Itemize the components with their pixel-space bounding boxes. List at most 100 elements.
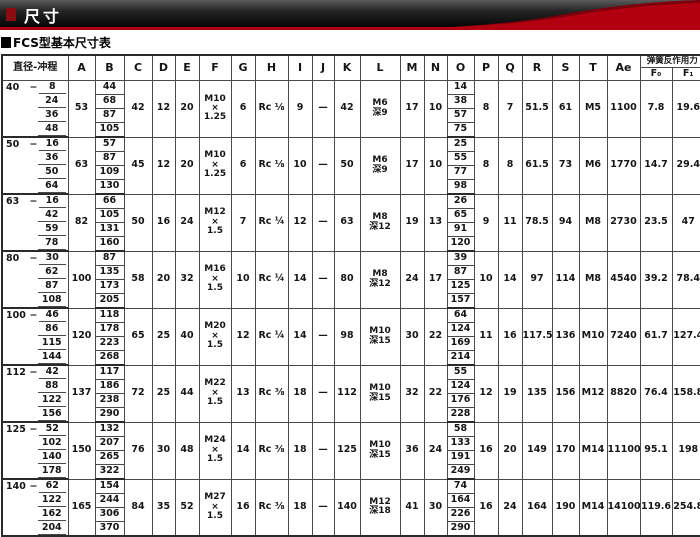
stroke-value: 140 xyxy=(38,451,66,464)
cell-B: 117 xyxy=(94,364,125,380)
diameter-stroke-cell: 48 xyxy=(1,122,69,138)
cell-F: M10 × 1.25 xyxy=(198,80,232,138)
column-header: Ae xyxy=(606,54,641,81)
cell-I: 12 xyxy=(287,193,313,252)
column-header: G xyxy=(230,54,256,81)
column-header: H xyxy=(254,54,289,81)
diameter-stroke-cell: 108 xyxy=(1,293,69,309)
cell-T: M10 xyxy=(578,307,608,366)
cell-B: 290 xyxy=(94,407,125,423)
cell-P: 16 xyxy=(473,478,499,537)
table-row: 125−52 150 132 76 30 48 M24 × 1.5 14 Rc ⅜ 18—125 M… xyxy=(1,421,700,480)
cell-O: 157 xyxy=(446,293,475,309)
cell-J: — xyxy=(311,80,335,138)
cell-O: 38 xyxy=(446,94,475,109)
cell-A: 53 xyxy=(67,80,96,138)
diameter-stroke-cell: 80−30 xyxy=(1,251,69,266)
diameter-stroke-cell: 178 xyxy=(1,464,69,480)
cell-O: 249 xyxy=(446,464,475,480)
diameter-stroke-cell: 88 xyxy=(1,379,69,394)
cell-F1: 158.8 xyxy=(671,364,700,423)
stroke-value: 36 xyxy=(38,152,66,165)
cell-O: 75 xyxy=(446,122,475,138)
cell-O: 169 xyxy=(446,336,475,351)
stroke-value: 86 xyxy=(38,323,66,336)
cell-B: 130 xyxy=(94,179,125,195)
cell-H: Rc ⅜ xyxy=(254,364,289,423)
stroke-value: 78 xyxy=(38,237,66,250)
diameter-stroke-cell: 40−8 xyxy=(1,80,69,95)
cell-C: 58 xyxy=(123,250,153,309)
cell-I: 14 xyxy=(287,307,313,366)
diameter-stroke-row: 80−30 xyxy=(5,252,66,266)
cell-B: 178 xyxy=(94,322,125,337)
cell-H: Rc ⅛ xyxy=(254,136,289,195)
cell-G: 6 xyxy=(230,136,256,195)
cell-Ae: 4540 xyxy=(606,250,641,309)
cell-H: Rc ⅜ xyxy=(254,421,289,480)
stroke-value: 88 xyxy=(38,380,66,393)
cell-F0: 23.5 xyxy=(639,193,673,252)
cell-Q: 20 xyxy=(497,421,523,480)
cell-I: 18 xyxy=(287,364,313,423)
diameter-stroke-dash: − xyxy=(29,310,38,322)
cell-R: 78.5 xyxy=(521,193,553,252)
stroke-value: 178 xyxy=(38,465,66,478)
cell-O: 64 xyxy=(446,307,475,323)
diameter-stroke-row: 87 xyxy=(5,280,66,293)
cell-P: 10 xyxy=(473,250,499,309)
cell-H: Rc ¼ xyxy=(254,250,289,309)
diameter-value: 112 xyxy=(6,367,26,379)
diameter-stroke-cell: 87 xyxy=(1,279,69,294)
cell-O: 133 xyxy=(446,436,475,451)
cell-O: 176 xyxy=(446,393,475,408)
diameter-stroke-row: 59 xyxy=(5,223,66,236)
stroke-value: 36 xyxy=(38,109,66,122)
cell-B: 131 xyxy=(94,222,125,237)
cell-Ae: 14100 xyxy=(606,478,641,537)
cell-S: 170 xyxy=(551,421,580,480)
cell-L: M8 深12 xyxy=(359,193,401,252)
diameter-stroke-cell: 100−46 xyxy=(1,308,69,323)
diameter-stroke-cell: 36 xyxy=(1,151,69,166)
stroke-value: 46 xyxy=(39,309,66,323)
diameter-stroke-cell: 59 xyxy=(1,222,69,237)
cell-M: 32 xyxy=(399,364,425,423)
cell-K: 50 xyxy=(333,136,361,195)
column-header: 直径-冲程 xyxy=(1,54,69,81)
column-header: R xyxy=(521,54,553,81)
cell-B: 105 xyxy=(94,122,125,138)
cell-B: 205 xyxy=(94,293,125,309)
cell-E: 40 xyxy=(174,307,200,366)
diameter-stroke-row: 48 xyxy=(5,123,66,136)
diameter-stroke-row: 50−16 xyxy=(5,138,66,152)
cell-E: 32 xyxy=(174,250,200,309)
cell-F: M24 × 1.5 xyxy=(198,421,232,480)
cell-M: 17 xyxy=(399,136,425,195)
cell-Q: 19 xyxy=(497,364,523,423)
diameter-stroke-dash: − xyxy=(29,196,38,208)
diameter-stroke-cell: 36 xyxy=(1,108,69,123)
cell-I: 14 xyxy=(287,250,313,309)
cell-P: 11 xyxy=(473,307,499,366)
cell-O: 164 xyxy=(446,493,475,508)
diameter-stroke-cell: 122 xyxy=(1,393,69,408)
cell-B: 44 xyxy=(94,80,125,95)
table-row: 140 265 191 xyxy=(1,450,700,465)
cell-O: 25 xyxy=(446,136,475,152)
diameter-stroke-row: 64 xyxy=(5,180,66,193)
cell-K: 98 xyxy=(333,307,361,366)
table-row: 50−16 63 57 45 12 20 M10 × 1.25 6 Rc ⅛ 10—50 M6 深9… xyxy=(1,136,700,195)
stroke-value: 87 xyxy=(38,280,66,293)
cell-Ae: 2730 xyxy=(606,193,641,252)
black-square-icon xyxy=(1,37,11,48)
table-row: 36 87 55 xyxy=(1,151,700,166)
diameter-stroke-cell: 24 xyxy=(1,94,69,109)
cell-L: M6 深9 xyxy=(359,80,401,138)
cell-N: 10 xyxy=(423,136,448,195)
cell-F0: 119.6 xyxy=(639,478,673,537)
cell-O: 228 xyxy=(446,407,475,423)
cell-D: 25 xyxy=(151,307,176,366)
column-header: I xyxy=(287,54,313,81)
diameter-stroke-row: 125−52 xyxy=(5,423,66,437)
